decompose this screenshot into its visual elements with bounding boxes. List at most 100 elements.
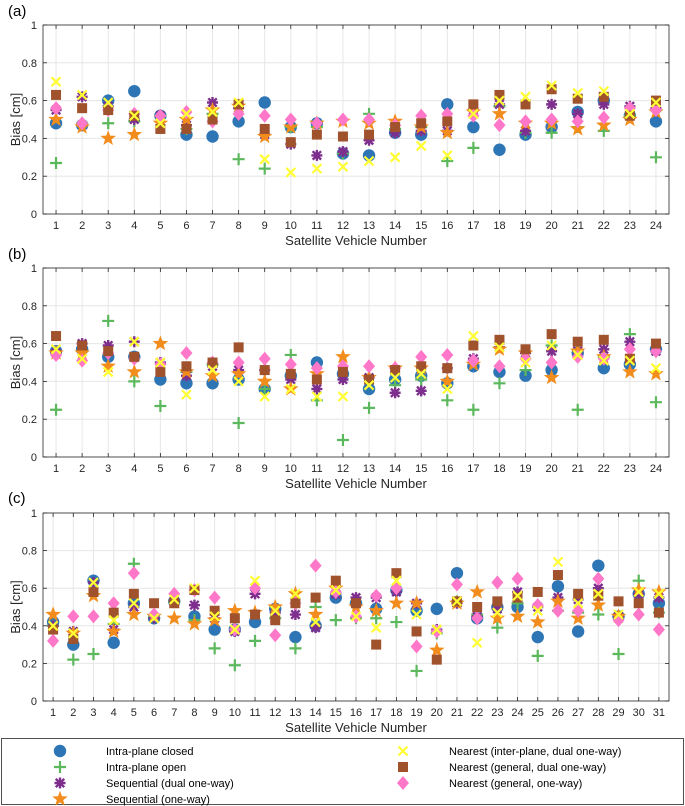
x-tick-label: 17 xyxy=(370,707,382,719)
x-tick-label: 30 xyxy=(633,707,645,719)
x-tick-label: 5 xyxy=(157,220,163,232)
legend-box xyxy=(1,738,684,805)
data-point xyxy=(531,630,544,644)
data-point xyxy=(50,343,62,355)
data-point xyxy=(511,571,524,586)
chart-panel-3: 1 2 3 4 5 6 7 8 9 10 11 12 13 14 15 16 17 18 19 20 21 22 23 24 2… xyxy=(8,490,670,735)
x-tick-label: 31 xyxy=(653,707,665,719)
data-point xyxy=(451,596,463,607)
data-point xyxy=(88,577,99,588)
data-point xyxy=(545,355,558,370)
data-point xyxy=(391,568,402,579)
data-point xyxy=(390,122,401,133)
data-point xyxy=(597,110,610,125)
data-point xyxy=(88,586,99,597)
legend-marker-plus xyxy=(54,761,66,773)
x-tick-label: 14 xyxy=(389,463,401,475)
x-tick-label: 1 xyxy=(50,707,56,719)
data-point xyxy=(442,150,453,161)
data-point xyxy=(410,664,423,677)
data-point xyxy=(258,108,271,123)
data-point xyxy=(633,588,645,600)
data-point xyxy=(50,101,63,116)
data-point xyxy=(269,607,281,619)
data-point xyxy=(572,93,583,104)
data-point xyxy=(468,108,479,120)
data-point xyxy=(494,334,505,345)
chart-panel-1: 1 2 3 4 5 6 7 8 9 10 11 12 13 14 15 16 17 18 19 20 21 22 23 240… xyxy=(8,3,670,248)
x-tick-label: 4 xyxy=(131,220,137,232)
data-point xyxy=(388,595,405,610)
data-point xyxy=(408,595,425,610)
x-tick-label: 20 xyxy=(546,463,558,475)
y-tick-label: 1 xyxy=(31,20,37,32)
data-point xyxy=(573,588,584,599)
data-point xyxy=(337,161,349,173)
data-point xyxy=(47,633,60,648)
panel-label: (c) xyxy=(8,490,26,507)
data-point xyxy=(310,622,322,634)
data-point xyxy=(363,401,376,414)
x-tick-label: 17 xyxy=(467,220,479,232)
y-axis-label: Bias [cm] xyxy=(8,93,23,146)
data-point xyxy=(77,103,88,114)
data-point xyxy=(441,155,454,168)
data-point xyxy=(624,353,635,364)
data-point xyxy=(256,128,273,144)
data-point xyxy=(128,597,140,609)
data-point xyxy=(592,559,605,572)
data-point xyxy=(107,596,120,611)
data-point xyxy=(650,338,661,349)
data-point xyxy=(126,363,143,379)
data-point xyxy=(309,558,322,573)
data-point xyxy=(311,149,323,161)
data-point xyxy=(47,620,59,632)
data-point xyxy=(208,642,221,655)
data-point xyxy=(290,588,301,600)
x-tick-label: 1 xyxy=(53,463,59,475)
data-point xyxy=(598,98,610,110)
y-tick-label: 0.4 xyxy=(22,376,37,388)
data-point xyxy=(552,556,564,568)
data-point xyxy=(102,314,115,327)
x-tick-label: 19 xyxy=(519,220,531,232)
data-point xyxy=(493,118,506,133)
y-tick-label: 0.4 xyxy=(22,621,37,633)
x-tick-label: 7 xyxy=(171,707,177,719)
legend-label: Nearest (general, dual one-way) xyxy=(449,762,606,774)
x-tick-label: 24 xyxy=(511,707,523,719)
data-point xyxy=(520,125,532,137)
x-tick-label: 2 xyxy=(79,463,85,475)
x-tick-label: 15 xyxy=(415,463,427,475)
data-point xyxy=(250,609,261,620)
data-point xyxy=(74,344,90,360)
data-point xyxy=(168,594,180,605)
data-point xyxy=(233,342,244,353)
x-tick-label: 7 xyxy=(209,463,215,475)
data-point xyxy=(546,340,557,351)
series-x xyxy=(50,330,662,402)
data-point xyxy=(311,391,323,402)
data-point xyxy=(50,76,62,87)
data-point xyxy=(649,151,662,164)
legend-marker-asterisk xyxy=(54,777,66,789)
data-point xyxy=(181,361,192,372)
x-tick-label: 6 xyxy=(183,220,189,232)
data-point xyxy=(107,636,120,649)
x-tick-label: 6 xyxy=(151,707,157,719)
data-point xyxy=(337,391,349,402)
x-tick-label: 24 xyxy=(650,463,662,475)
data-point xyxy=(285,368,296,379)
x-tick-label: 3 xyxy=(90,707,96,719)
x-axis-label: Satellite Vehicle Number xyxy=(285,476,427,491)
data-point xyxy=(512,586,524,598)
x-tick-label: 5 xyxy=(131,707,137,719)
data-point xyxy=(520,99,531,110)
x-tick-label: 3 xyxy=(105,220,111,232)
data-point xyxy=(512,590,523,601)
data-point xyxy=(108,607,119,618)
data-point xyxy=(155,118,166,129)
data-point xyxy=(267,598,283,614)
data-point xyxy=(371,639,382,650)
x-tick-label: 23 xyxy=(624,463,636,475)
